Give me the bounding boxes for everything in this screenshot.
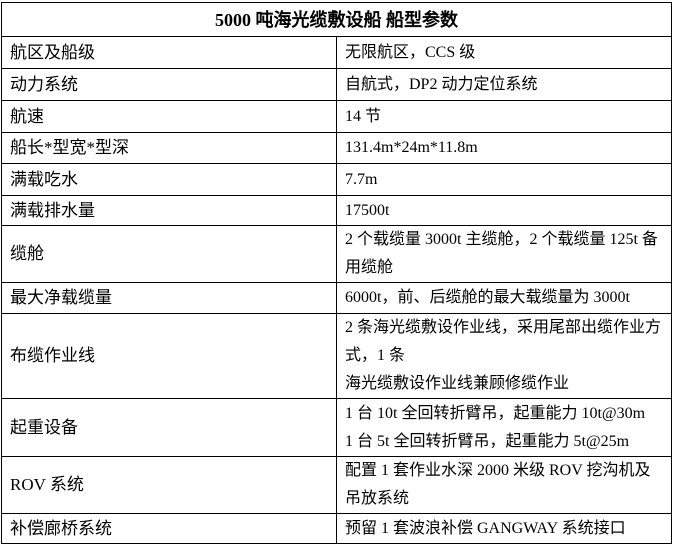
- param-value: 6000t，前、后缆舱的最大载缆量为 3000t: [336, 282, 672, 314]
- param-value: 1 台 10t 全回转折臂吊，起重能力 10t@30m 1 台 5t 全回转折臂吊…: [336, 398, 672, 457]
- param-value: 17500t: [336, 195, 672, 226]
- param-value-line: 1 台 5t 全回转折臂吊，起重能力 5t@25m: [345, 432, 630, 450]
- param-label: 航速: [1, 100, 337, 133]
- table-row: 动力系统 自航式，DP2 动力定位系统: [1, 68, 672, 101]
- table-title: 5000 吨海光缆敷设船 船型参数: [1, 2, 672, 37]
- title-row: 5000 吨海光缆敷设船 船型参数: [1, 2, 672, 37]
- param-label: 最大净载缆量: [1, 282, 337, 314]
- param-value: 预留 1 套波浪补偿 GANGWAY 系统接口: [336, 513, 672, 544]
- table-row: 满载排水量 17500t: [1, 195, 672, 226]
- table-row: 布缆作业线 2 条海光缆敷设作业线，采用尾部出缆作业方式，1 条海光缆敷设作业线兼…: [1, 313, 672, 399]
- table-row: 航区及船级 无限航区，CCS 级: [1, 36, 672, 69]
- param-value: 14 节: [336, 100, 672, 133]
- param-value-line: 2 条海光缆敷设作业线，采用尾部出缆作业方式，1 条: [345, 319, 662, 364]
- table-row: 补偿廊桥系统 预留 1 套波浪补偿 GANGWAY 系统接口: [1, 513, 672, 544]
- param-value: 2 个载缆量 3000t 主缆舱，2 个载缆量 125t 备用缆舱: [336, 225, 672, 283]
- param-value-line: 17500t: [345, 201, 390, 219]
- param-value-line: 7.7m: [345, 170, 378, 188]
- table-row: 最大净载缆量 6000t，前、后缆舱的最大载缆量为 3000t: [1, 282, 672, 314]
- param-value-line: 1 台 10t 全回转折臂吊，起重能力 10t@30m: [345, 404, 646, 422]
- param-value: 131.4m*24m*11.8m: [336, 132, 672, 164]
- param-label: 航区及船级: [1, 36, 337, 69]
- param-value-line: 14 节: [345, 107, 382, 125]
- param-value-line: 配置 1 套作业水深 2000 米级 ROV 挖沟机及吊放系统: [345, 462, 651, 507]
- param-value-line: 2 个载缆量 3000t 主缆舱，2 个载缆量 125t 备用缆舱: [345, 231, 658, 276]
- param-value-line: 131.4m*24m*11.8m: [345, 139, 478, 156]
- param-value-line: 无限航区，CCS 级: [345, 43, 476, 61]
- param-value: 2 条海光缆敷设作业线，采用尾部出缆作业方式，1 条海光缆敷设作业线兼顾修缆作业: [336, 313, 672, 399]
- param-label: 船长*型宽*型深: [1, 132, 337, 164]
- param-value: 无限航区，CCS 级: [336, 36, 672, 69]
- param-value: 7.7m: [336, 163, 672, 196]
- table-row: 起重设备 1 台 10t 全回转折臂吊，起重能力 10t@30m 1 台 5t 全回…: [1, 398, 672, 457]
- param-label: 满载吃水: [1, 163, 337, 196]
- table-row: 满载吃水 7.7m: [1, 163, 672, 196]
- param-value-line: 预留 1 套波浪补偿 GANGWAY 系统接口: [345, 519, 626, 537]
- table-row: ROV 系统 配置 1 套作业水深 2000 米级 ROV 挖沟机及吊放系统: [1, 456, 672, 514]
- param-label: ROV 系统: [1, 456, 337, 514]
- param-value-line: 6000t，前、后缆舱的最大载缆量为 3000t: [345, 289, 630, 306]
- table-row: 缆舱 2 个载缆量 3000t 主缆舱，2 个载缆量 125t 备用缆舱: [1, 225, 672, 283]
- param-label: 起重设备: [1, 398, 337, 457]
- param-label: 动力系统: [1, 68, 337, 101]
- param-label: 补偿廊桥系统: [1, 513, 337, 544]
- param-value: 自航式，DP2 动力定位系统: [336, 68, 672, 101]
- param-value-line: 自航式，DP2 动力定位系统: [345, 75, 538, 93]
- param-label: 缆舱: [1, 225, 337, 283]
- param-label: 满载排水量: [1, 195, 337, 226]
- param-value-line: 海光缆敷设作业线兼顾修缆作业: [345, 375, 570, 392]
- param-label: 布缆作业线: [1, 313, 337, 399]
- param-value: 配置 1 套作业水深 2000 米级 ROV 挖沟机及吊放系统: [336, 456, 672, 514]
- table-row: 船长*型宽*型深 131.4m*24m*11.8m: [1, 132, 672, 164]
- table-row: 航速 14 节: [1, 100, 672, 133]
